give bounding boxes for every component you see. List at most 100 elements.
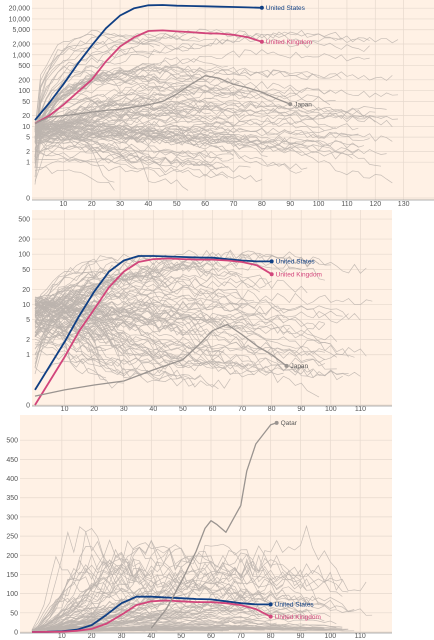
background-country-line [34, 301, 261, 376]
background-country-line [34, 64, 393, 144]
y-tick-label: 20,000 [9, 6, 31, 13]
background-country-line [34, 107, 399, 130]
background-country-line [34, 91, 331, 141]
background-country-line [34, 250, 302, 305]
background-country-line [34, 151, 229, 179]
x-tick-label: 10 [58, 633, 66, 640]
series-end-point-united-kingdom [259, 39, 264, 44]
background-country-line [34, 84, 399, 128]
background-country-line [31, 621, 247, 631]
background-country-line [34, 40, 194, 160]
background-country-line [34, 253, 207, 337]
y-tick-label: 20 [22, 287, 30, 294]
y-tick-label: 5 [26, 317, 30, 324]
background-country-line [34, 308, 326, 367]
series-label-united-kingdom: United Kingdom [276, 271, 322, 278]
background-country-line [34, 330, 130, 359]
background-country-line [34, 129, 359, 155]
background-country-line [34, 109, 376, 142]
series-line-qatar [150, 422, 277, 629]
y-tick-label: 350 [6, 495, 18, 502]
x-tick-label: 70 [238, 406, 246, 413]
x-tick-label: 100 [324, 633, 336, 640]
background-country-line [31, 553, 146, 633]
x-tick-label: 70 [237, 633, 245, 640]
background-country-line [34, 65, 104, 132]
background-country-line [34, 67, 200, 142]
x-tick-label: 80 [268, 406, 276, 413]
background-country-line [34, 295, 290, 318]
background-country-line [34, 124, 393, 142]
x-tick-label: 100 [313, 201, 325, 208]
y-tick-label: 10 [22, 124, 30, 131]
series-label-united-kingdom: United Kingdom [266, 39, 312, 46]
x-tick-label: 110 [341, 201, 352, 208]
background-country-line [34, 29, 370, 138]
background-country-line [34, 87, 296, 139]
series-label-japan: Japan [294, 101, 312, 108]
x-tick-label: 70 [230, 201, 238, 208]
y-tick-label: 150 [6, 572, 18, 579]
y-tick-label: 20 [22, 113, 30, 120]
y-tick-label: 10 [22, 302, 30, 309]
x-tick-label: 50 [173, 201, 181, 208]
x-tick-label: 110 [355, 406, 366, 413]
background-country-line [31, 553, 176, 632]
background-country-line [34, 123, 325, 148]
background-country-line [34, 270, 308, 307]
background-country-line [34, 327, 361, 378]
background-country-line [34, 31, 229, 162]
background-country-line [34, 314, 160, 359]
background-country-line [34, 65, 314, 138]
background-country-line [34, 101, 376, 132]
background-country-line [34, 302, 101, 364]
series-end-point-qatar [274, 420, 279, 425]
background-country-line [34, 108, 234, 134]
background-country-line [34, 111, 393, 128]
chart-deaths-log-cumulative: 20,00010,0005,0002,0001,0005002001005020… [9, 0, 434, 208]
series-line-united-states [34, 4, 262, 121]
background-country-line [31, 597, 98, 632]
series-line-united-kingdom [34, 29, 263, 125]
x-tick-label: 10 [61, 406, 69, 413]
background-country-line [34, 287, 136, 311]
x-tick-label: 10 [59, 201, 67, 208]
background-country-line [34, 34, 155, 130]
background-country-line [34, 97, 132, 127]
background-country-line [34, 129, 138, 170]
x-tick-label: 30 [118, 633, 126, 640]
background-country-line [34, 46, 155, 158]
background-country-line [31, 548, 367, 632]
background-country-line [31, 547, 319, 633]
background-country-line [34, 264, 160, 299]
series-end-point-japan [288, 102, 293, 107]
background-country-line [34, 106, 364, 134]
x-tick-label: 90 [286, 201, 294, 208]
background-country-line [34, 92, 98, 142]
series-line-united-states [34, 255, 272, 391]
background-country-line [34, 73, 228, 131]
background-country-line [34, 329, 125, 357]
background-country-line [34, 300, 207, 368]
y-tick-label: 250 [6, 534, 18, 541]
background-country-line [34, 75, 194, 169]
background-country-line [34, 82, 189, 129]
x-tick-label: 20 [88, 633, 96, 640]
background-country-line [34, 134, 382, 167]
background-country-line [34, 301, 284, 324]
x-tick-label: 40 [149, 406, 157, 413]
background-country-line [31, 561, 307, 632]
background-country-line [34, 120, 161, 134]
series-end-point-united-states [259, 5, 264, 10]
y-tick-label: 200 [6, 553, 18, 560]
background-country-line [34, 304, 284, 375]
background-country-line [34, 352, 237, 374]
series-line-japan [34, 75, 291, 125]
x-tick-label: 130 [398, 201, 410, 208]
background-country-line [34, 40, 126, 139]
series-label-united-states: United States [276, 259, 316, 266]
y-tick-label: 1 [26, 160, 30, 167]
series-end-point-japan [284, 363, 289, 368]
